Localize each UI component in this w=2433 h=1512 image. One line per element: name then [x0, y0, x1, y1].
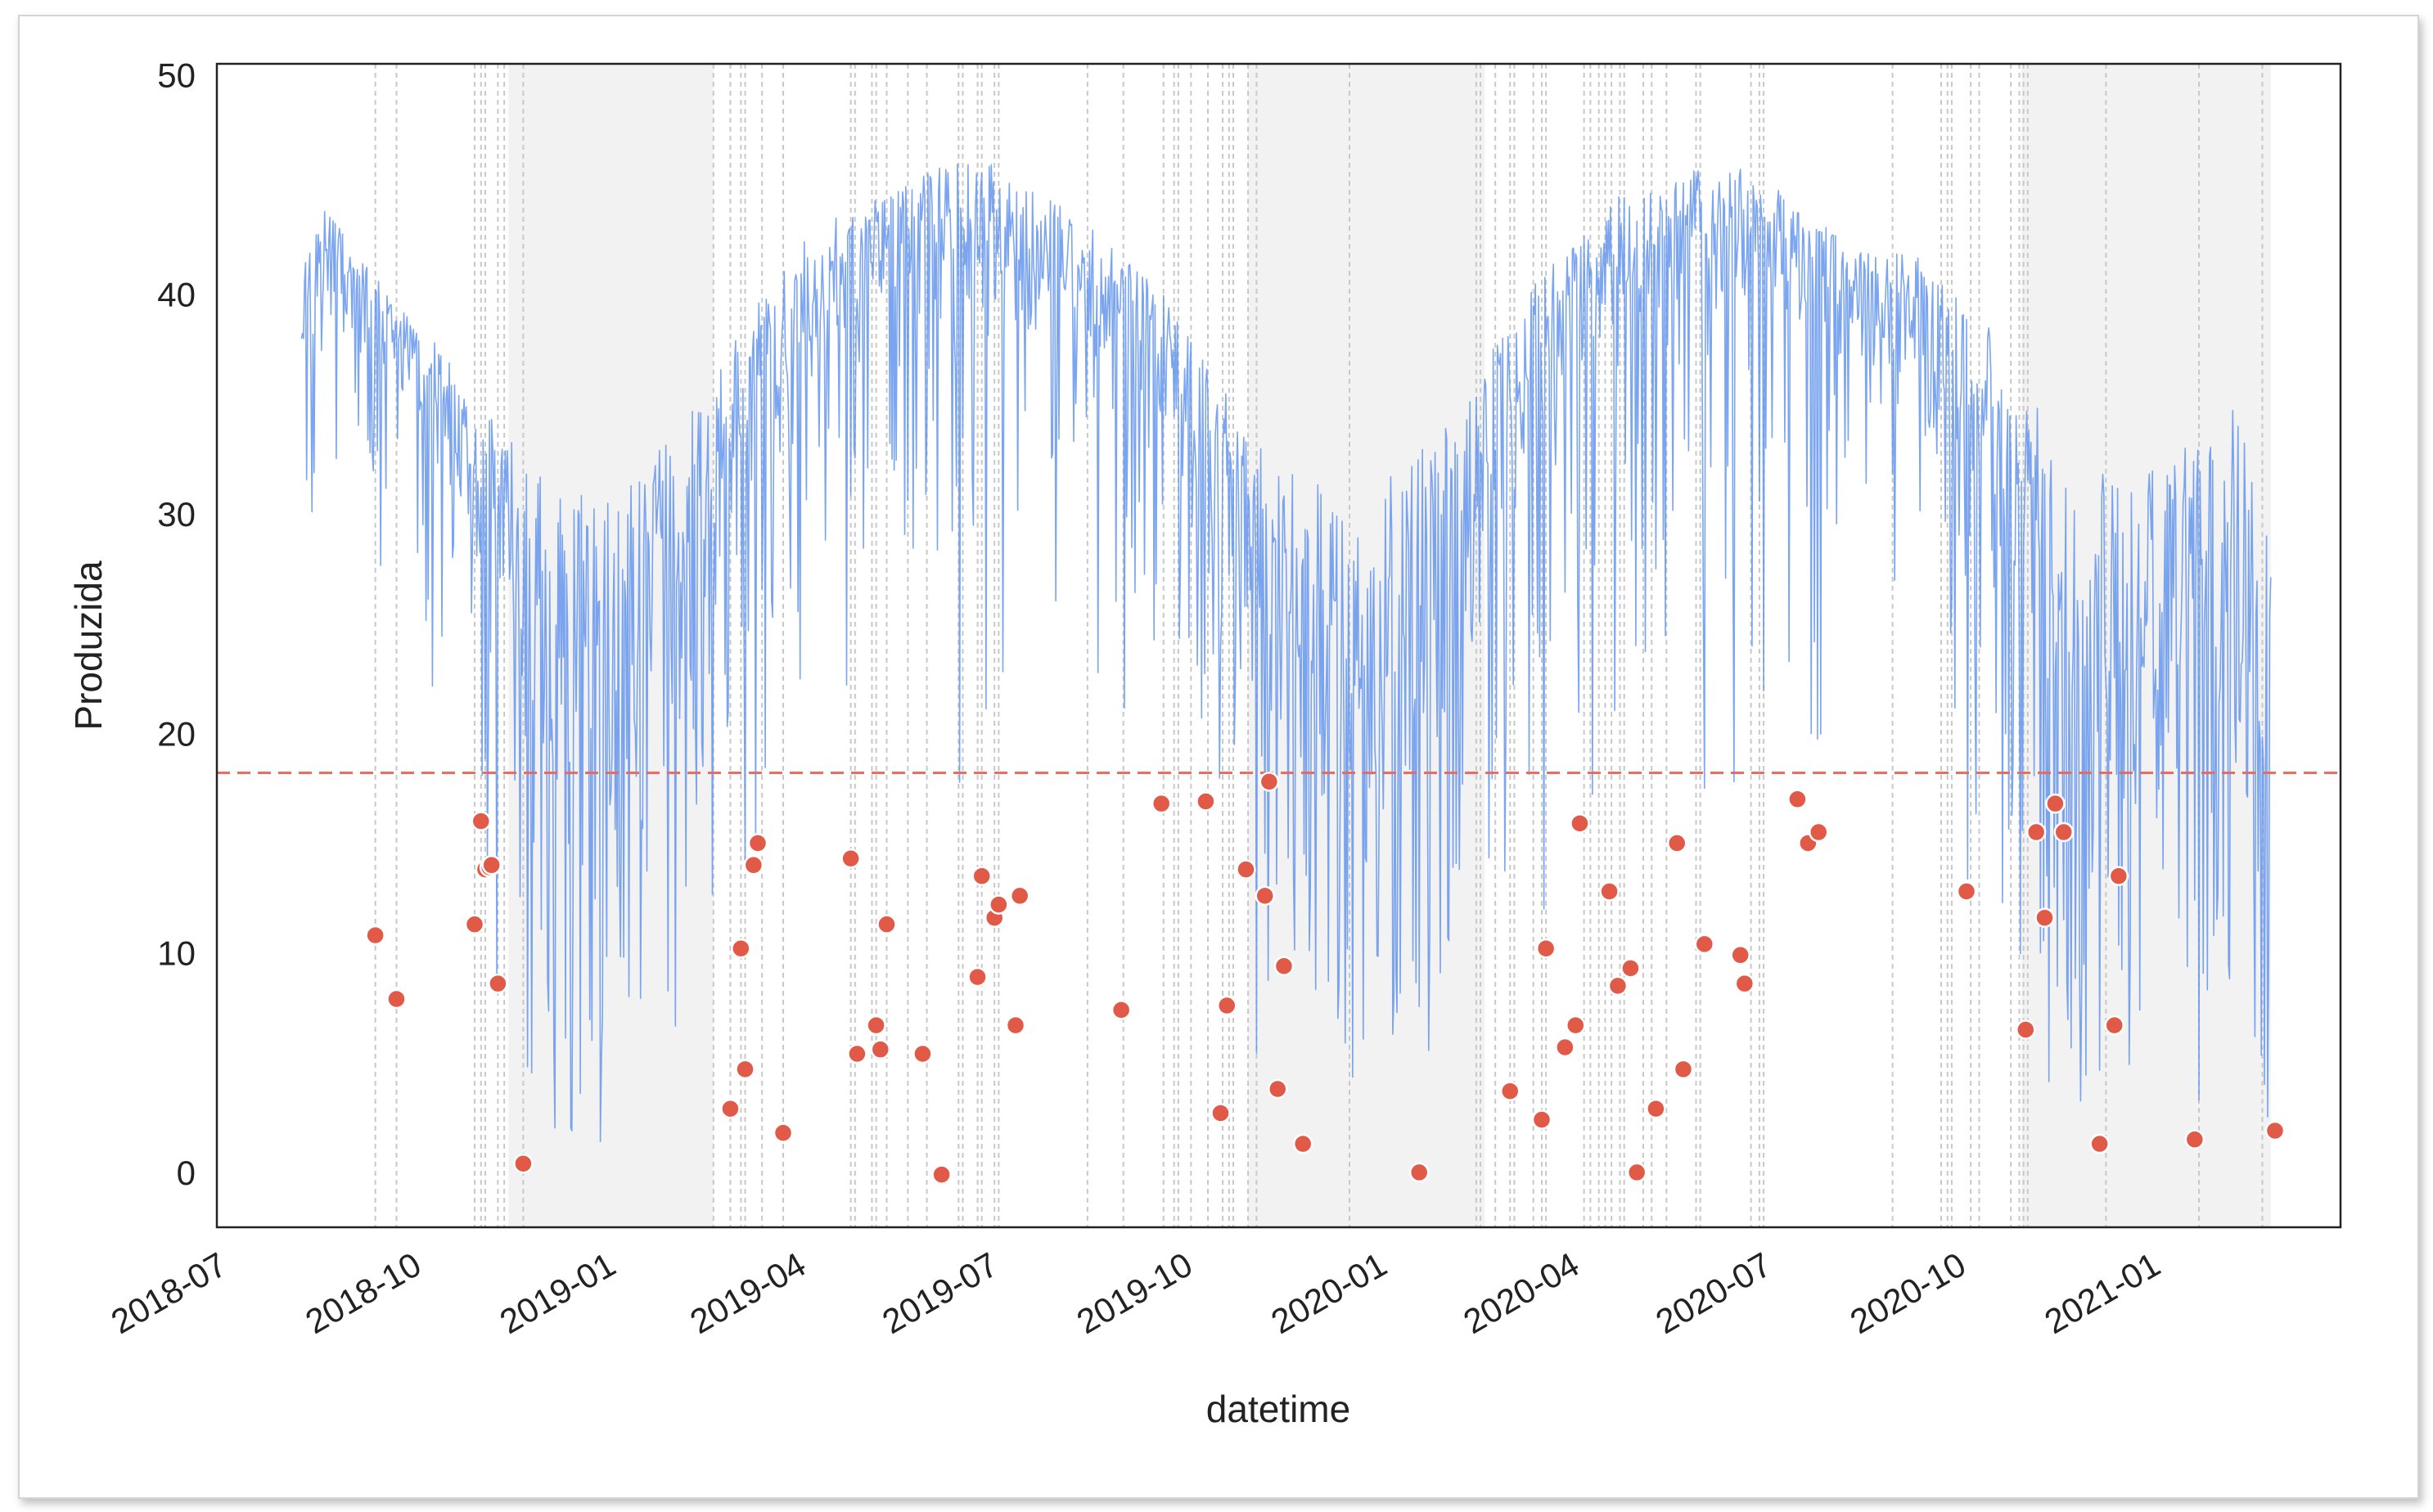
- x-tick-label: 2020-10: [1844, 1244, 1972, 1341]
- anomaly-point: [1626, 1162, 1647, 1183]
- anomaly-point: [1259, 772, 1280, 792]
- anomaly-point: [971, 866, 992, 886]
- x-tick-label: 2018-07: [105, 1244, 233, 1341]
- anomaly-point: [735, 1059, 755, 1080]
- anomaly-point: [1607, 975, 1629, 997]
- anomaly-point: [1730, 945, 1750, 965]
- x-tick-label: 2020-01: [1264, 1244, 1393, 1341]
- anomaly-point: [1210, 1103, 1231, 1123]
- y-tick-label: 50: [157, 56, 196, 94]
- x-tick-label: 2021-01: [2038, 1244, 2166, 1341]
- anomaly-point: [1808, 821, 1829, 843]
- anomaly-point: [1734, 973, 1755, 994]
- anomaly-point: [1273, 956, 1295, 976]
- anomaly-point: [931, 1164, 952, 1185]
- series-line: [300, 163, 2272, 1142]
- anomaly-point: [1555, 1037, 1575, 1058]
- anomaly-point: [747, 833, 768, 853]
- y-tick-label: 10: [157, 934, 196, 973]
- anomaly-point: [1646, 1098, 1666, 1119]
- anomaly-point: [2016, 1019, 2036, 1040]
- anomaly-point: [2264, 1120, 2286, 1141]
- anomaly-point: [1499, 1081, 1521, 1101]
- anomaly-point: [773, 1123, 794, 1143]
- anomaly-point: [1570, 813, 1590, 834]
- anomaly-point: [2108, 866, 2129, 886]
- anomaly-point: [866, 1015, 886, 1036]
- anomaly-point: [1255, 885, 1275, 907]
- anomaly-point: [1236, 859, 1256, 880]
- x-tick-label: 2019-07: [876, 1244, 1004, 1341]
- anomaly-point: [1009, 885, 1030, 907]
- shaded-region: [508, 64, 714, 1227]
- anomaly-point: [1956, 881, 1977, 902]
- anomaly-point: [2034, 907, 2055, 928]
- anomaly-point: [840, 848, 861, 869]
- anomaly-point: [2184, 1129, 2205, 1150]
- anomaly-point: [870, 1039, 891, 1060]
- anomaly-point: [967, 966, 988, 988]
- anomaly-point: [471, 811, 492, 831]
- x-tick-label: 2019-01: [493, 1244, 622, 1341]
- anomaly-point: [1196, 791, 1216, 812]
- anomaly-point: [1408, 1162, 1430, 1183]
- x-tick-label: 2020-04: [1457, 1244, 1585, 1341]
- anomaly-point: [2045, 793, 2066, 814]
- anomaly-point: [1267, 1078, 1288, 1100]
- anomaly-point: [1005, 1015, 1026, 1036]
- anomaly-point: [1531, 1109, 1552, 1130]
- anomaly-point: [731, 938, 751, 959]
- anomaly-point: [1787, 789, 1808, 810]
- anomaly-point: [1599, 881, 1620, 902]
- anomaly-point: [1694, 934, 1715, 955]
- anomaly-point: [1673, 1059, 1694, 1080]
- x-tick-label: 2020-07: [1649, 1244, 1777, 1341]
- anomaly-point: [513, 1153, 534, 1174]
- anomaly-point: [876, 914, 897, 934]
- anomaly-point: [743, 855, 764, 875]
- x-axis-label: datetime: [1206, 1388, 1350, 1430]
- y-axis-label: Produzida: [67, 560, 110, 731]
- anomaly-point: [365, 925, 385, 946]
- anomaly-point: [2025, 821, 2047, 843]
- anomaly-point: [847, 1043, 867, 1064]
- shaded-region: [2021, 64, 2271, 1227]
- anomaly-point: [488, 973, 508, 994]
- anomaly-point: [1151, 793, 1172, 814]
- anomaly-point: [2089, 1133, 2110, 1154]
- x-tick-label: 2019-10: [1070, 1244, 1199, 1341]
- anomaly-point: [1666, 833, 1687, 853]
- y-axis-ticks: 0 10 20 30 40 50: [157, 56, 196, 1192]
- series-path: [300, 163, 2272, 1142]
- anomaly-point: [1566, 1015, 1586, 1036]
- anomaly-point: [989, 894, 1009, 915]
- anomaly-point: [481, 855, 502, 875]
- plot-frame: [215, 62, 2342, 1229]
- y-tick-label: 0: [177, 1154, 196, 1192]
- timeseries-chart: 0 10 20 30 40 50 2018-07 2018-10 2019-01 2019-04…: [67, 56, 2342, 1430]
- anomaly-point: [2104, 1015, 2124, 1036]
- x-tick-label: 2019-04: [683, 1244, 812, 1341]
- anomaly-points: [365, 772, 2286, 1185]
- y-tick-label: 30: [157, 495, 196, 533]
- anomaly-point: [1111, 1000, 1132, 1020]
- anomaly-point: [1292, 1133, 1313, 1154]
- x-axis-ticks: 2018-07 2018-10 2019-01 2019-04 2019-07 2019-…: [105, 1244, 2167, 1341]
- figure-canvas: 0 10 20 30 40 50 2018-07 2018-10 2019-01 2019-04…: [18, 15, 2419, 1499]
- anomaly-point: [1620, 958, 1641, 979]
- anomaly-point: [912, 1043, 933, 1064]
- anomaly-point: [2053, 821, 2074, 843]
- x-tick-label: 2018-10: [299, 1244, 427, 1341]
- anomaly-point: [1535, 938, 1557, 959]
- anomaly-point: [720, 1098, 741, 1119]
- anomaly-point: [1216, 995, 1237, 1016]
- anomaly-point: [386, 988, 407, 1010]
- y-tick-label: 40: [157, 276, 196, 314]
- anomaly-point: [464, 914, 485, 934]
- y-tick-label: 20: [157, 714, 196, 753]
